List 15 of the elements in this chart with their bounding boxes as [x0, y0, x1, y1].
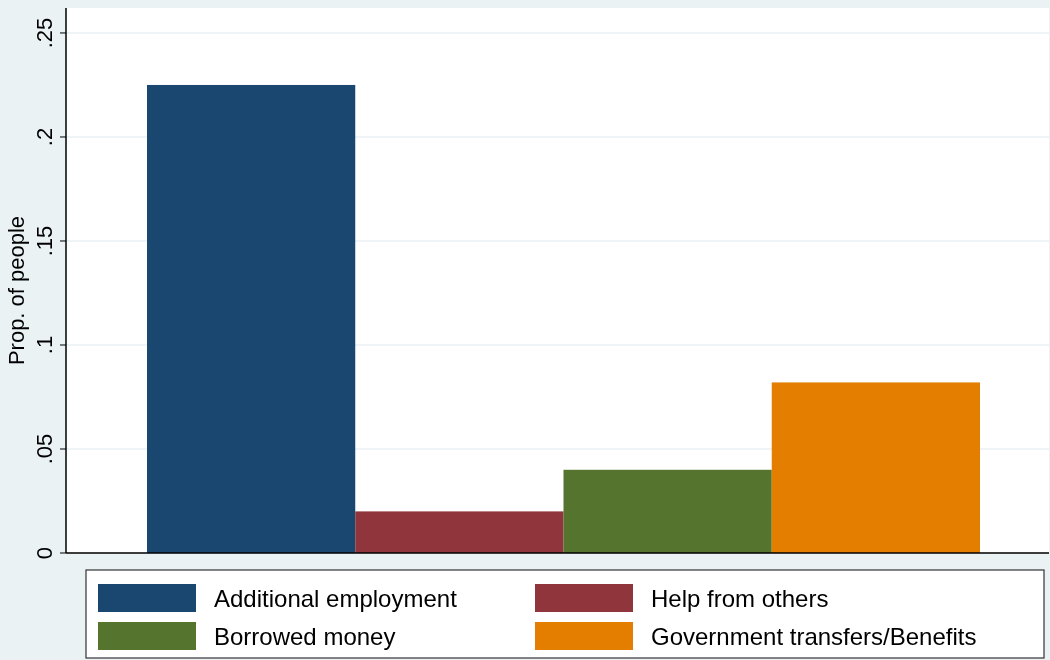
bar	[771, 382, 980, 553]
y-tick-label: .05	[32, 433, 57, 465]
legend-label: Help from others	[651, 585, 829, 612]
bar	[147, 84, 356, 553]
y-tick-label: .25	[32, 17, 57, 49]
y-tick-label: .1	[32, 335, 57, 355]
bar	[355, 511, 564, 553]
y-tick-label: .15	[32, 225, 57, 257]
legend-label: Additional employment	[214, 585, 458, 612]
y-axis-title: Prop. of people	[4, 215, 29, 366]
y-tick-label: .2	[32, 127, 57, 147]
bar	[563, 469, 772, 553]
legend-label: Borrowed money	[214, 623, 396, 650]
legend-label: Government transfers/Benefits	[651, 623, 977, 650]
y-tick-label: 0	[32, 546, 57, 560]
